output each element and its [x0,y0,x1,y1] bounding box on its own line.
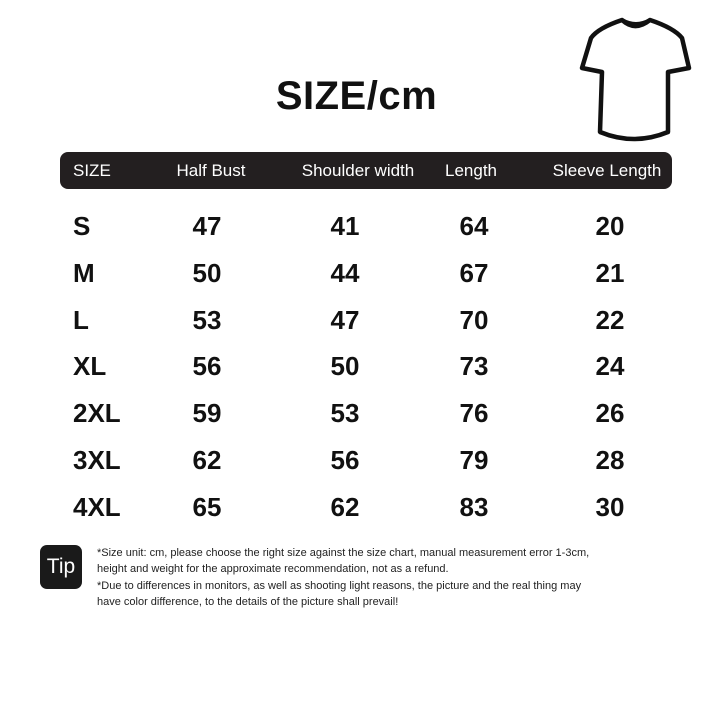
cell-length: 76 [459,398,489,429]
tip-badge: Tip [40,545,82,589]
cell-half-bust: 53 [192,304,222,335]
cell-sleeve-length: 24 [595,351,625,382]
cell-shoulder-width: 47 [330,304,360,335]
cell-sleeve-length: 20 [595,211,625,241]
cell-size: 2XL [73,398,121,429]
cell-sleeve-length: 21 [595,257,625,288]
header-half-bust: Half Bust [176,161,246,180]
table-row: M 50 44 67 21 [0,252,713,292]
cell-sleeve-length: 30 [595,491,625,522]
header-size: SIZE [73,161,111,180]
tip-line: *Size unit: cm, please choose the right … [97,547,590,559]
table-row: 2XL 59 53 76 26 [0,392,713,432]
cell-shoulder-width: 50 [330,351,360,382]
cell-length: 83 [459,491,489,522]
cell-size: L [73,304,89,335]
cell-shoulder-width: 56 [330,445,360,475]
header-shoulder-width: Shoulder width [301,161,415,180]
cell-half-bust: 62 [192,445,222,475]
cell-size: 3XL [73,445,121,475]
cell-sleeve-length: 22 [595,304,625,335]
cell-length: 64 [459,211,489,241]
cell-size: XL [73,351,107,382]
cell-size: S [73,211,91,241]
table-row: L 53 47 70 22 [0,299,713,339]
cell-length: 67 [459,257,489,288]
cell-size: M [73,257,95,288]
page-title: SIZE/cm [275,74,438,118]
cell-sleeve-length: 28 [595,445,625,475]
table-row: 4XL 65 62 83 30 [0,486,713,526]
tshirt-icon [579,17,692,142]
cell-shoulder-width: 53 [330,398,360,429]
cell-sleeve-length: 26 [595,398,625,429]
cell-half-bust: 65 [192,491,222,522]
tip-line: height and weight for the approximate re… [97,563,449,576]
cell-size: 4XL [73,491,121,522]
tip-line: *Due to differences in monitors, as well… [97,579,582,592]
header-length: Length [445,161,497,180]
cell-half-bust: 47 [192,211,222,241]
cell-half-bust: 50 [192,257,222,288]
table-row: 3XL 62 56 79 28 [0,439,713,479]
cell-shoulder-width: 44 [330,257,360,288]
cell-half-bust: 59 [192,398,222,429]
table-row: XL 56 50 73 24 [0,345,713,385]
cell-half-bust: 56 [192,351,222,382]
tip-line: have color difference, to the details of… [97,595,399,608]
tip-notes: *Size unit: cm, please choose the right … [97,545,677,610]
cell-length: 70 [459,304,489,335]
header-sleeve-length: Sleeve Length [552,161,662,180]
cell-shoulder-width: 62 [330,491,360,522]
table-row: S 47 41 64 20 [0,205,713,245]
cell-length: 79 [459,445,489,475]
cell-length: 73 [459,351,489,382]
cell-shoulder-width: 41 [330,211,360,241]
table-header: SIZE Half Bust Shoulder width Length Sle… [60,152,672,189]
